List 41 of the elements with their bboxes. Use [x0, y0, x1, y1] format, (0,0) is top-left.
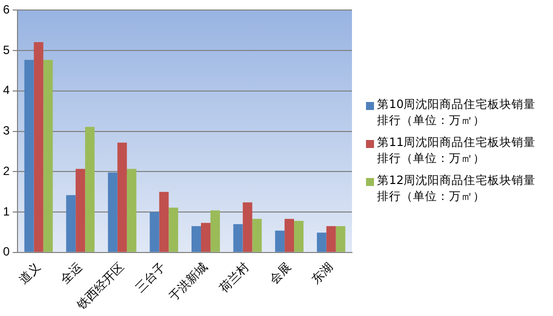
y-tick-label: 4 [2, 83, 10, 98]
bar [284, 218, 294, 252]
bar [76, 168, 86, 252]
bar [126, 168, 136, 252]
bar [336, 226, 346, 252]
x-tick-label: 全运 [58, 260, 85, 287]
x-tick-label: 会展 [266, 260, 294, 287]
legend-label: 第10周沈阳商品住宅板块销量排行（单位：万㎡） [377, 96, 537, 128]
legend-label: 第11周沈阳商品住宅板块销量排行（单位：万㎡） [377, 134, 537, 166]
x-tick-label: 荷兰村 [216, 260, 252, 296]
y-tick-label: 2 [2, 164, 10, 178]
y-tick-label: 1 [2, 204, 10, 218]
bar [200, 222, 210, 252]
bar [24, 60, 34, 252]
bar [192, 226, 201, 252]
bar [252, 218, 262, 252]
bar [326, 226, 336, 252]
legend-label: 第12周沈阳商品住宅板块销量排行（单位：万㎡） [377, 172, 537, 204]
bar [159, 192, 169, 252]
y-tick-label: 0 [2, 244, 10, 259]
bar [233, 224, 243, 252]
bar [316, 232, 326, 252]
x-tick-label: 于洪新城 [166, 260, 210, 304]
bar [275, 230, 285, 252]
bar [150, 212, 160, 252]
bar [34, 42, 44, 252]
bar [117, 142, 127, 252]
y-tick-label: 3 [2, 124, 10, 138]
x-tick-label: 三台子 [132, 260, 168, 296]
y-tick-label: 6 [2, 2, 10, 17]
bar [294, 220, 304, 252]
x-tick-label: 东湖 [308, 260, 336, 287]
x-tick-label: 道义 [16, 260, 43, 287]
bar [242, 202, 252, 252]
bar [85, 126, 95, 252]
bar [108, 172, 118, 252]
bar [168, 208, 178, 252]
bar [66, 195, 76, 252]
y-tick-label: 5 [2, 42, 10, 57]
bar [210, 210, 220, 252]
bar [43, 60, 53, 252]
